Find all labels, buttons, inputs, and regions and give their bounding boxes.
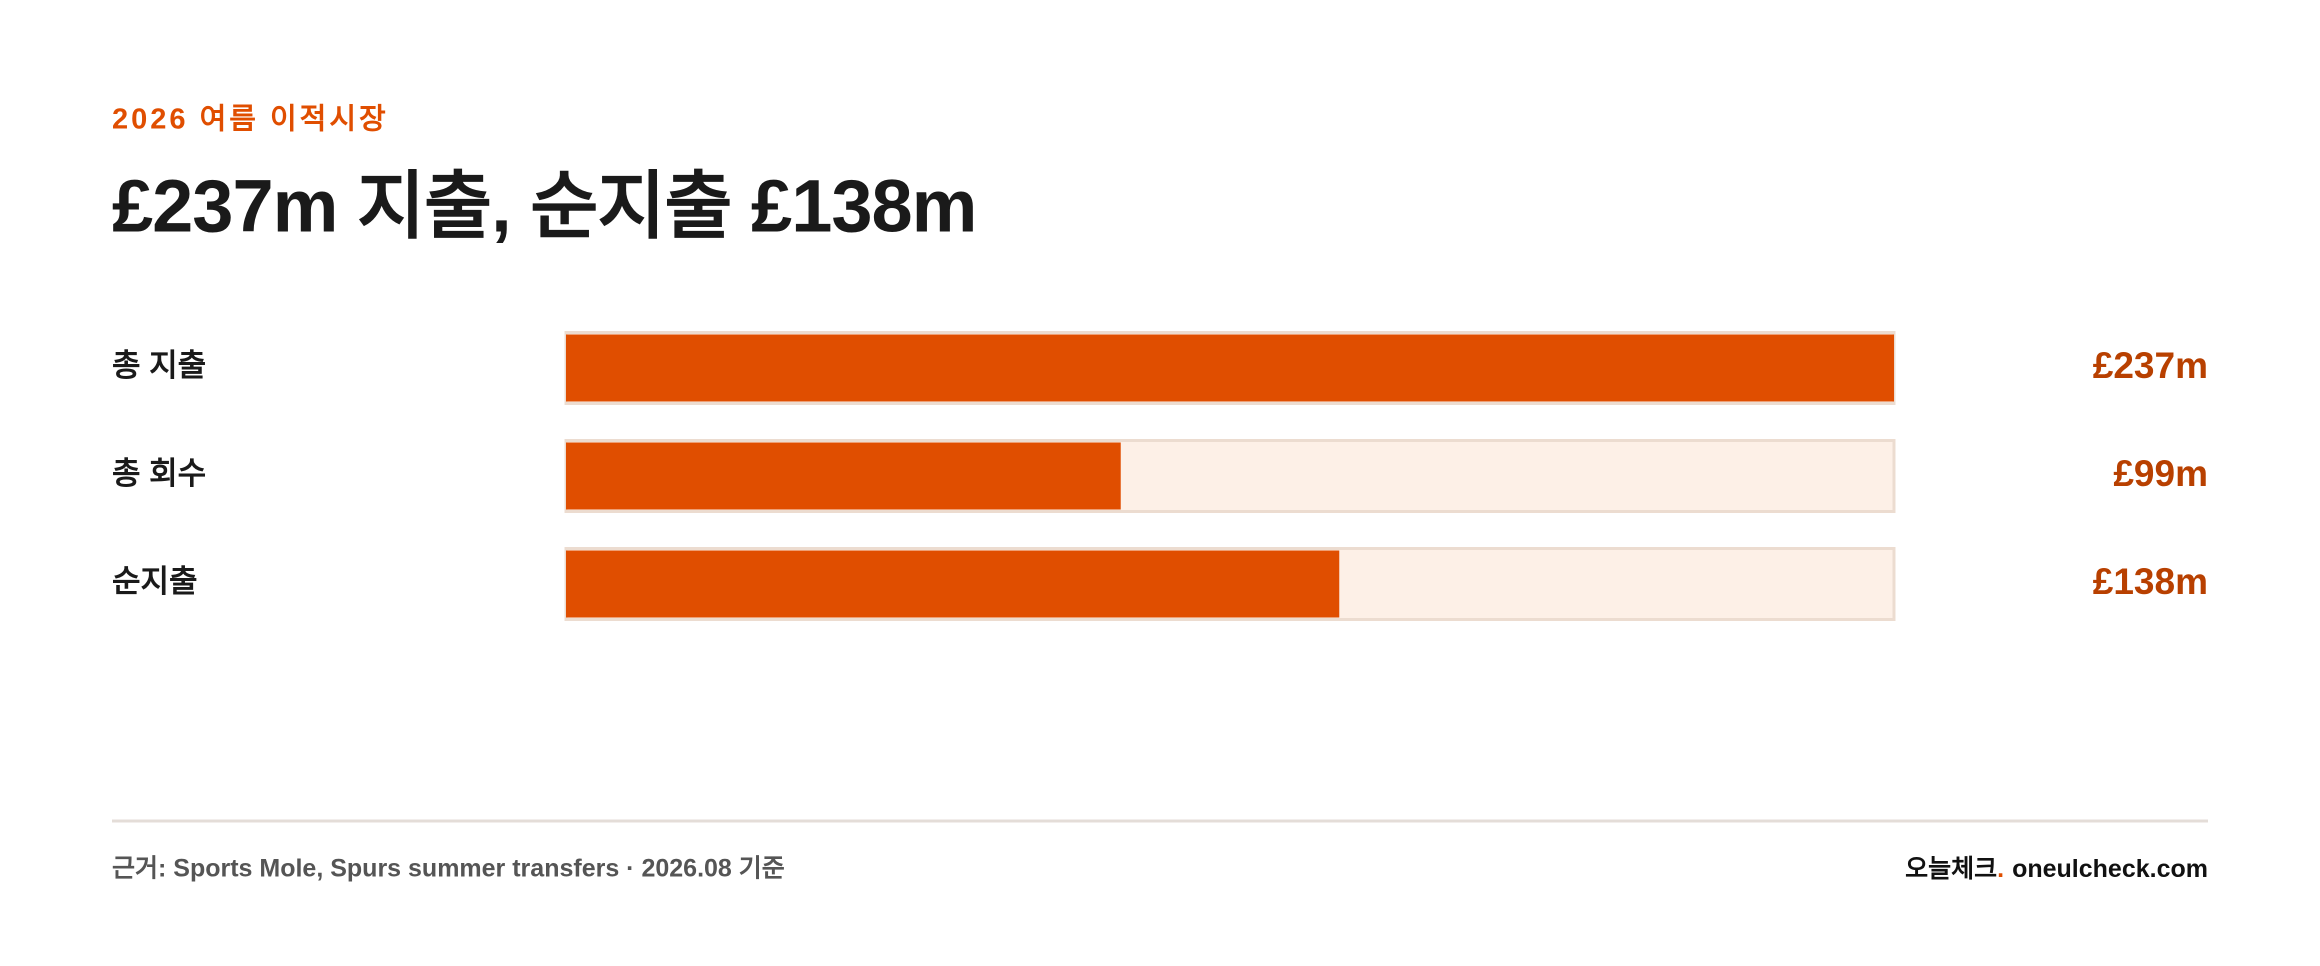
- category-label: 총 지출: [112, 348, 206, 383]
- brand-name: 오늘체크: [1905, 855, 1997, 883]
- bar: [566, 442, 1121, 510]
- source: 근거: Sports Mole, Spurs summer transfers …: [112, 855, 785, 883]
- kicker: 2026 여름 이적시장: [112, 103, 389, 136]
- chart-title: £237m 지출, 순지출 £138m: [112, 165, 976, 248]
- bar: [566, 550, 1340, 618]
- category-label: 순지출: [112, 564, 198, 599]
- value-label: £138m: [2093, 561, 2208, 602]
- value-label: £99m: [2113, 453, 2208, 494]
- brand-url: oneulcheck.com: [2012, 855, 2208, 883]
- brand-dot: .: [1997, 855, 2004, 883]
- category-label: 총 회수: [112, 456, 206, 491]
- value-label: £237m: [2093, 345, 2208, 386]
- bar: [566, 334, 1894, 402]
- brand: 오늘체크. oneulcheck.com: [1905, 855, 2208, 883]
